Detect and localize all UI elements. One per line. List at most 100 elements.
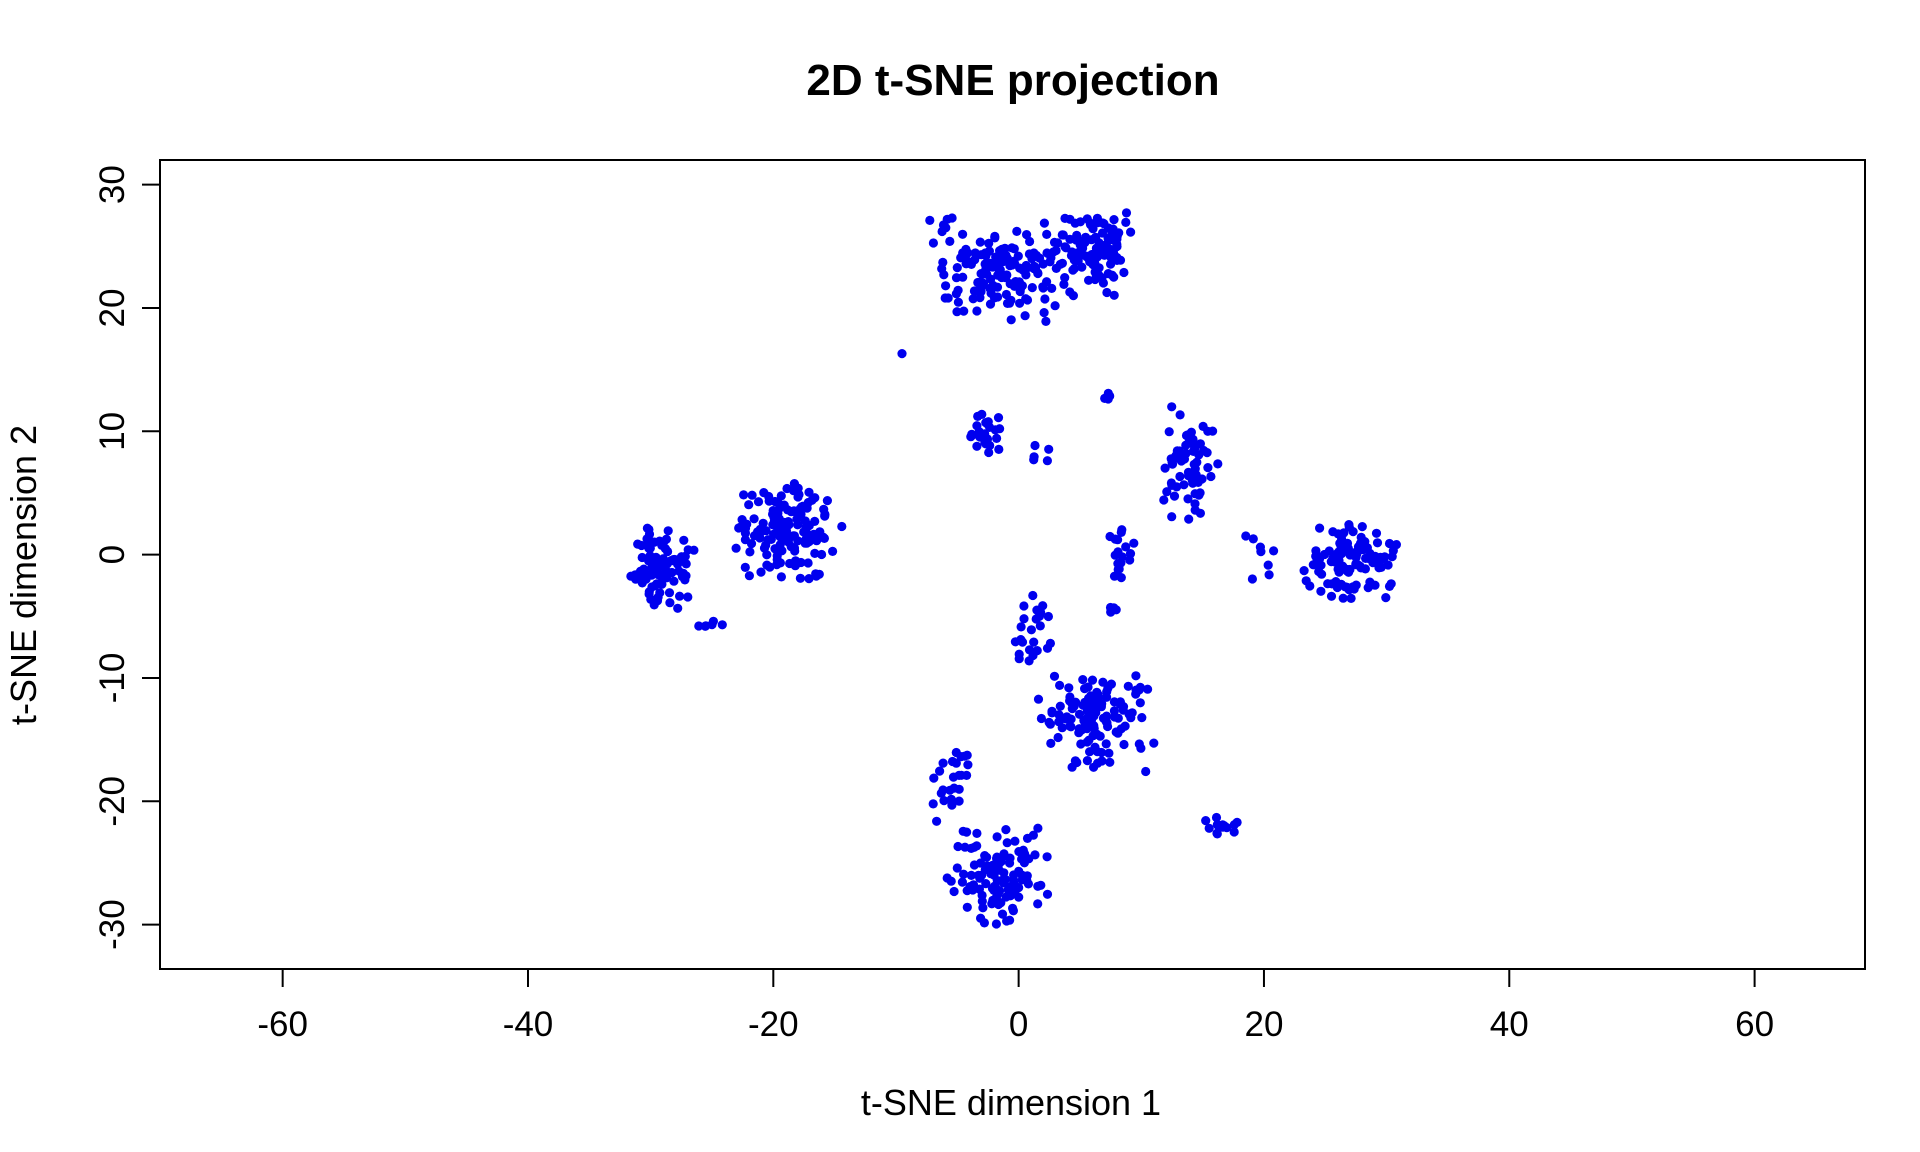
data-point — [957, 877, 968, 887]
data-point — [1160, 463, 1170, 473]
data-point — [1388, 546, 1398, 556]
data-point — [753, 497, 764, 507]
data-point — [947, 213, 957, 223]
data-point — [1081, 232, 1091, 242]
data-point — [1191, 470, 1201, 480]
data-point — [642, 523, 653, 533]
data-point — [940, 293, 950, 303]
data-point — [768, 506, 778, 516]
data-point — [745, 547, 755, 557]
data-point — [1167, 512, 1177, 522]
data-point — [1060, 273, 1070, 283]
data-point — [764, 496, 774, 506]
data-point — [1068, 265, 1078, 275]
data-point — [945, 785, 955, 795]
data-point — [683, 592, 693, 602]
data-point — [1372, 538, 1383, 548]
data-point — [717, 620, 727, 630]
data-point — [1068, 291, 1078, 301]
data-point — [967, 430, 978, 440]
data-point — [960, 842, 970, 852]
data-point — [1014, 883, 1024, 893]
data-point — [972, 306, 982, 316]
data-point — [640, 570, 650, 580]
data-point — [1096, 702, 1106, 712]
data-point — [1141, 766, 1151, 777]
data-point — [762, 560, 772, 570]
data-point — [796, 557, 806, 568]
data-point — [976, 269, 986, 279]
data-point — [793, 520, 803, 530]
data-point — [1248, 534, 1258, 544]
data-point — [669, 576, 679, 586]
data-point — [1025, 236, 1035, 247]
data-point — [1229, 827, 1239, 837]
data-point — [655, 588, 665, 598]
data-point — [1317, 569, 1327, 579]
data-point — [739, 490, 749, 500]
data-point — [1046, 738, 1056, 749]
data-point — [1089, 762, 1099, 772]
data-point — [1006, 315, 1016, 325]
data-point — [994, 444, 1004, 454]
data-point — [1033, 881, 1043, 891]
data-point — [1090, 707, 1100, 718]
data-point — [1014, 649, 1024, 659]
data-point — [1201, 816, 1211, 826]
data-point — [1013, 251, 1023, 261]
x-tick-label: 0 — [1009, 1005, 1028, 1044]
x-tick-label: 20 — [1244, 1005, 1283, 1044]
data-point — [939, 796, 949, 806]
data-point — [1059, 279, 1069, 289]
y-tick-label: -20 — [93, 776, 132, 827]
data-point — [772, 544, 782, 554]
data-point — [678, 568, 688, 578]
data-point — [1008, 906, 1019, 916]
data-point — [1333, 553, 1343, 563]
data-point — [1078, 675, 1088, 685]
data-point — [779, 517, 790, 528]
data-point — [1088, 731, 1098, 741]
data-point — [644, 589, 654, 599]
data-point — [1311, 551, 1321, 561]
data-point — [984, 447, 994, 458]
data-point — [680, 551, 690, 562]
data-point — [1039, 308, 1049, 318]
x-tick-label: -60 — [257, 1005, 308, 1044]
data-point — [1299, 566, 1309, 576]
data-point — [970, 248, 980, 258]
data-point — [1181, 440, 1191, 450]
data-point — [1208, 426, 1218, 436]
data-point — [1041, 316, 1051, 326]
data-point — [747, 490, 757, 500]
data-point — [985, 283, 995, 293]
data-point — [1021, 260, 1031, 271]
data-point — [1040, 294, 1050, 304]
data-point — [663, 546, 673, 557]
data-point — [1053, 238, 1063, 248]
data-point — [1022, 230, 1032, 240]
data-point — [954, 796, 964, 806]
data-point — [1002, 838, 1012, 848]
data-point — [810, 548, 820, 559]
data-point — [941, 281, 951, 291]
data-point — [1007, 260, 1017, 270]
data-point — [968, 880, 979, 890]
data-point — [749, 514, 759, 524]
data-point — [1131, 689, 1141, 699]
data-point — [734, 523, 744, 533]
data-point — [972, 841, 982, 851]
data-point — [1167, 457, 1177, 467]
data-point — [991, 919, 1002, 929]
data-point — [1116, 724, 1126, 734]
data-point — [755, 524, 765, 534]
data-point — [973, 286, 984, 296]
data-point — [1136, 743, 1146, 753]
data-point — [1256, 547, 1266, 557]
data-point — [1049, 671, 1060, 681]
data-point — [1082, 214, 1092, 224]
data-point — [981, 251, 991, 261]
data-point — [1335, 538, 1345, 548]
data-point — [958, 826, 968, 836]
data-point — [992, 433, 1002, 443]
